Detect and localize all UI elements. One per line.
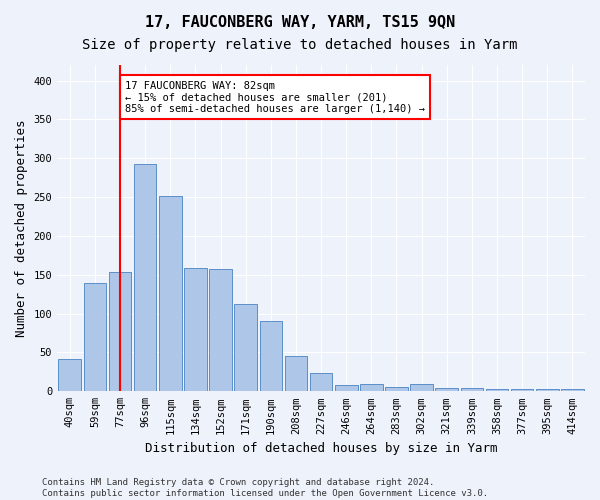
Bar [284,356,307,392]
Bar [385,388,408,392]
Bar [561,389,584,392]
Bar [536,389,559,392]
Bar [58,360,81,392]
X-axis label: Distribution of detached houses by size in Yarm: Distribution of detached houses by size … [145,442,497,455]
Bar [109,272,131,392]
Text: 17 FAUCONBERG WAY: 82sqm
← 15% of detached houses are smaller (201)
85% of semi-: 17 FAUCONBERG WAY: 82sqm ← 15% of detach… [125,80,425,114]
Bar [184,268,207,392]
Bar [335,385,358,392]
Bar [410,384,433,392]
Bar [209,268,232,392]
Bar [310,374,332,392]
Bar [235,304,257,392]
Text: Contains HM Land Registry data © Crown copyright and database right 2024.
Contai: Contains HM Land Registry data © Crown c… [42,478,488,498]
Bar [159,196,182,392]
Bar [436,388,458,392]
Bar [83,282,106,392]
Bar [260,320,282,392]
Text: Size of property relative to detached houses in Yarm: Size of property relative to detached ho… [82,38,518,52]
Y-axis label: Number of detached properties: Number of detached properties [15,120,28,337]
Text: 17, FAUCONBERG WAY, YARM, TS15 9QN: 17, FAUCONBERG WAY, YARM, TS15 9QN [145,15,455,30]
Bar [511,389,533,392]
Bar [461,388,483,392]
Bar [486,389,508,392]
Bar [134,164,157,392]
Bar [360,384,383,392]
